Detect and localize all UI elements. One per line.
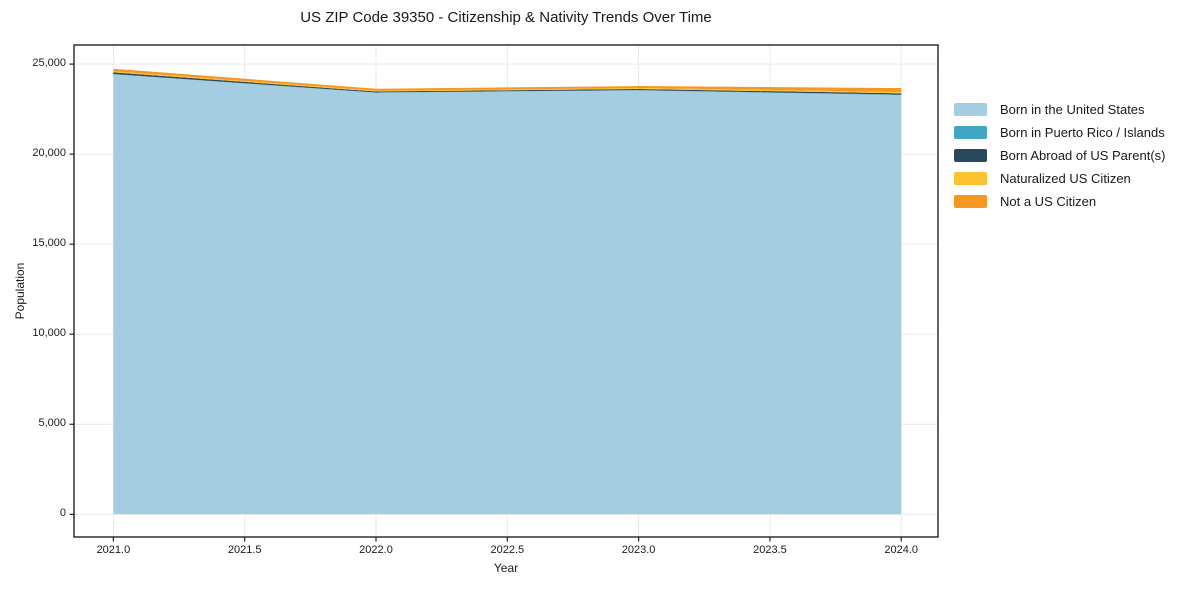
x-tick-label: 2022.5 bbox=[490, 544, 525, 556]
area-not-a-us-citizen bbox=[113, 68, 902, 93]
y-tick-label: 10,000 bbox=[32, 327, 66, 340]
legend-entry-born-in-puerto-rico-islands: Born in Puerto Rico / Islands bbox=[954, 125, 1165, 140]
y-tick-label: 25,000 bbox=[32, 57, 66, 70]
x-tick-label: 2021.0 bbox=[96, 544, 131, 556]
plot-border bbox=[73, 44, 939, 538]
legend-entry-naturalized-us-citizen: Naturalized US Citizen bbox=[954, 171, 1165, 186]
y-axis-label: Population bbox=[13, 262, 27, 320]
y-tick-label: 5,000 bbox=[38, 417, 66, 430]
x-tick-label: 2022.0 bbox=[359, 544, 393, 556]
x-axis-label: Year bbox=[493, 561, 519, 575]
y-tick-label: 0 bbox=[59, 507, 66, 520]
area-naturalized-us-citizen bbox=[113, 71, 902, 94]
area-born-in-the-united-states bbox=[113, 74, 902, 515]
legend-swatch-not-a-us-citizen bbox=[954, 195, 987, 208]
legend-swatch-born-in-the-united-states bbox=[954, 103, 987, 116]
legend-entry-born-in-the-united-states: Born in the United States bbox=[954, 102, 1165, 117]
legend-label: Born in the United States bbox=[1000, 102, 1145, 117]
legend-swatch-naturalized-us-citizen bbox=[954, 172, 987, 185]
area-born-abroad-of-us-parent-s bbox=[113, 72, 902, 95]
y-tick-label: 20,000 bbox=[32, 147, 66, 160]
legend-swatch-born-in-puerto-rico-islands bbox=[954, 126, 987, 139]
y-tick-label: 15,000 bbox=[32, 237, 66, 250]
legend-label: Born Abroad of US Parent(s) bbox=[1000, 148, 1166, 163]
legend-entry-not-a-us-citizen: Not a US Citizen bbox=[954, 194, 1165, 209]
x-tick-label: 2023.0 bbox=[621, 544, 656, 556]
x-tick-label: 2023.5 bbox=[753, 544, 787, 556]
chart-title: US ZIP Code 39350 - Citizenship & Nativi… bbox=[300, 9, 712, 26]
legend-label: Born in Puerto Rico / Islands bbox=[1000, 125, 1165, 140]
x-tick-label: 2024.0 bbox=[884, 544, 919, 556]
legend-swatch-born-abroad-of-us-parent-s bbox=[954, 149, 987, 162]
legend-label: Naturalized US Citizen bbox=[1000, 171, 1131, 186]
legend-label: Not a US Citizen bbox=[1000, 194, 1097, 209]
legend-entry-born-abroad-of-us-parent-s: Born Abroad of US Parent(s) bbox=[954, 148, 1166, 163]
x-tick-label: 2021.5 bbox=[227, 544, 262, 556]
legend: Born in the United States Born in Puerto … bbox=[954, 102, 1166, 218]
